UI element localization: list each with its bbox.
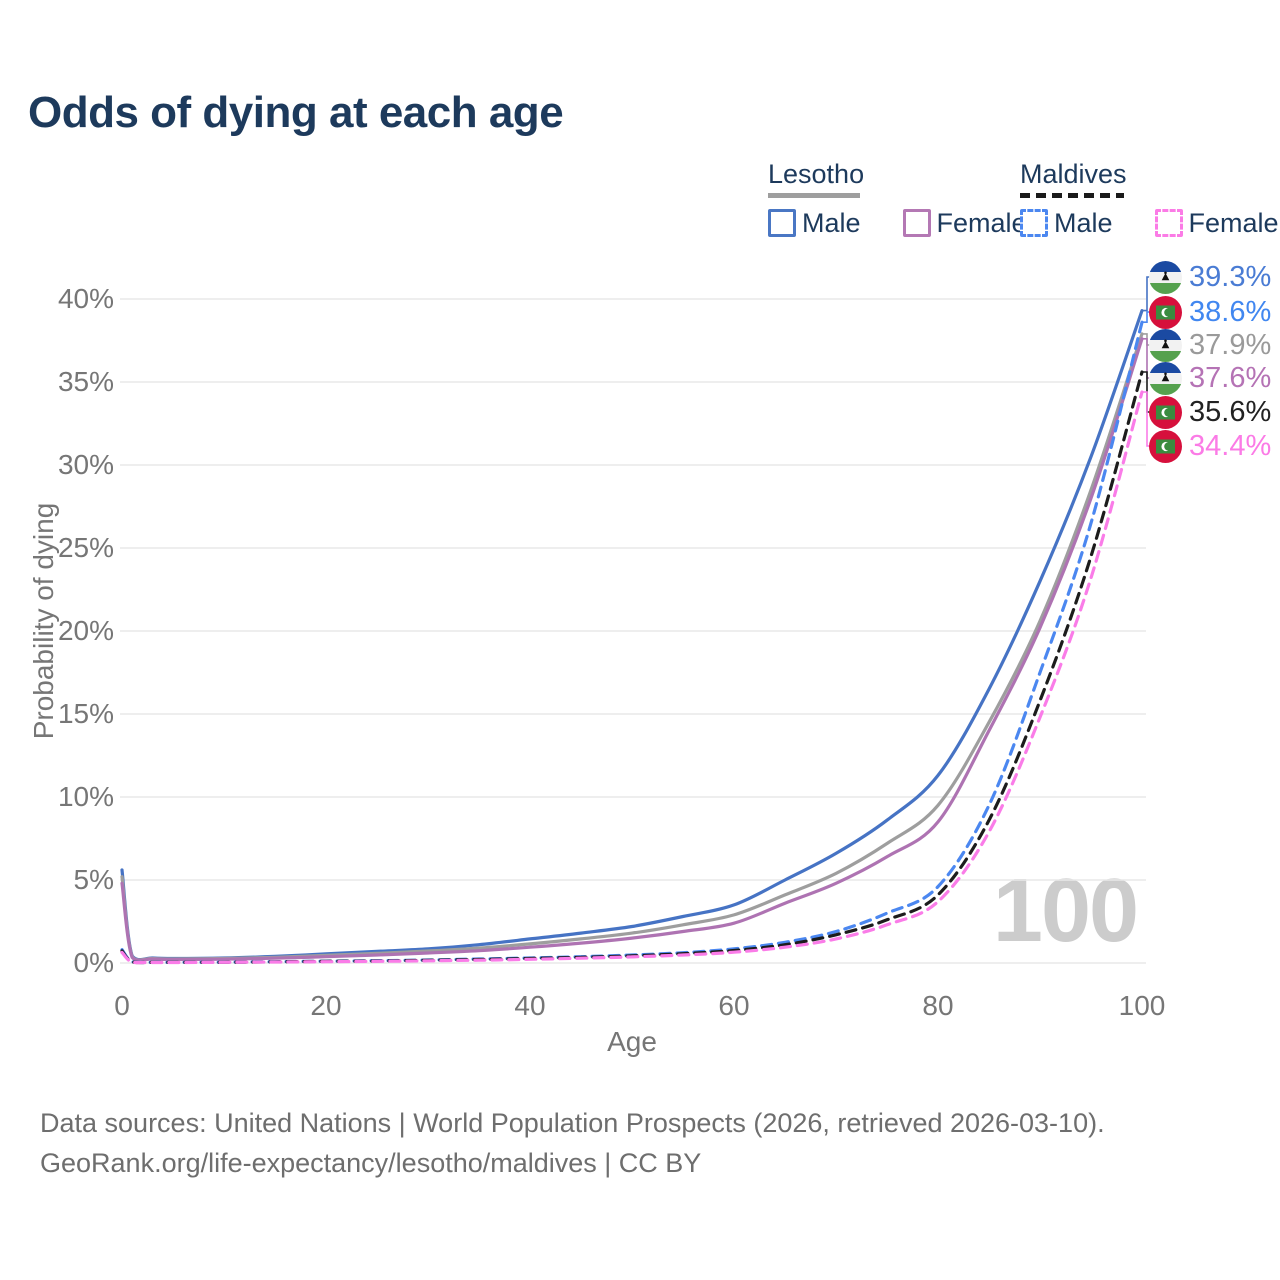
x-axis-tick-label: 100 <box>1118 990 1166 1021</box>
maldives-male-swatch-icon <box>1020 209 1048 238</box>
end-label-row: 38.6% <box>1149 296 1271 329</box>
legend-group-name: Lesotho <box>768 159 865 189</box>
legend-item-maldives-female[interactable]: Female <box>1154 207 1279 239</box>
series-line-maldives-male <box>120 320 1144 965</box>
legend-item-lesotho-female[interactable]: Female <box>902 207 1027 239</box>
y-axis-tick-label: 20% <box>57 615 114 646</box>
data-sources-text: Data sources: United Nations | World Pop… <box>40 1108 1105 1138</box>
legend-item-maldives-male[interactable]: Male <box>1020 208 1113 239</box>
end-label-value: 39.3% <box>1189 261 1272 293</box>
end-label-row: 39.3% <box>1149 261 1271 294</box>
page-title: Odds of dying at each age <box>28 88 564 137</box>
end-label-row: 37.9% <box>1149 329 1271 362</box>
y-axis-tick-label: 10% <box>57 781 114 812</box>
series-line-maldives-both <box>120 370 1144 965</box>
legend-group-maldives: Maldives Male Female <box>1020 159 1279 239</box>
series-lines <box>120 309 1144 965</box>
legend-item-lesotho-male[interactable]: Male <box>768 208 861 239</box>
legend-item-label: Male <box>1054 207 1113 238</box>
legend-group-name: Maldives <box>1020 159 1127 189</box>
maldives-female-swatch-icon <box>1154 209 1183 238</box>
end-label-value: 35.6% <box>1189 396 1272 428</box>
lesotho-male-swatch-icon <box>768 209 796 238</box>
series-line-lesotho-female <box>120 337 1144 962</box>
legend-item-label: Female <box>936 207 1027 238</box>
age-watermark: 100 <box>992 861 1139 961</box>
y-axis-tick-label: 5% <box>73 864 114 895</box>
end-label-row: 35.6% <box>1149 396 1271 429</box>
end-label-row: 37.6% <box>1149 362 1271 395</box>
maldives-flag-icon <box>1149 296 1182 329</box>
legend-item-label: Female <box>1188 207 1279 238</box>
y-axis-tick-label: 35% <box>57 366 114 397</box>
lesotho-female-swatch-icon <box>902 209 931 238</box>
x-axis-tick-label: 80 <box>922 990 954 1021</box>
end-label-value: 38.6% <box>1189 296 1272 328</box>
series-line-maldives-female <box>120 390 1144 965</box>
x-axis-tick-label: 0 <box>114 990 130 1021</box>
y-axis-tick-label: 0% <box>73 947 114 978</box>
series-line-lesotho-both <box>120 332 1144 962</box>
lesotho-flag-icon <box>1149 261 1182 294</box>
x-axis-tick-label: 20 <box>310 990 342 1021</box>
x-axis-title: Age <box>607 1026 657 1057</box>
attribution-text: GeoRank.org/life-expectancy/lesotho/mald… <box>40 1148 702 1178</box>
end-label-value: 34.4% <box>1189 430 1272 462</box>
y-axis-tick-label: 40% <box>57 283 114 314</box>
series-line-lesotho-male <box>120 309 1144 962</box>
maldives-flag-icon <box>1149 430 1182 463</box>
lesotho-flag-icon <box>1149 362 1182 395</box>
x-axis-tick-label: 60 <box>718 990 750 1021</box>
y-axis-tick-label: 25% <box>57 532 114 563</box>
y-axis-tick-label: 15% <box>57 698 114 729</box>
end-label-row: 34.4% <box>1149 430 1271 463</box>
maldives-dashed-line-swatch <box>1020 192 1124 198</box>
end-label-value: 37.9% <box>1189 329 1272 361</box>
y-axis-title: Probability of dying <box>28 502 59 740</box>
y-axis-tick-label: 30% <box>57 449 114 480</box>
maldives-flag-icon <box>1149 396 1182 429</box>
end-label-value: 37.6% <box>1189 362 1272 394</box>
lesotho-solid-line-swatch <box>768 192 860 198</box>
gridlines <box>120 298 1146 964</box>
x-axis-tick-label: 40 <box>514 990 546 1021</box>
lesotho-flag-icon <box>1149 329 1182 362</box>
legend-group-lesotho: Lesotho Male Female <box>768 159 1027 239</box>
legend-item-label: Male <box>802 207 861 238</box>
